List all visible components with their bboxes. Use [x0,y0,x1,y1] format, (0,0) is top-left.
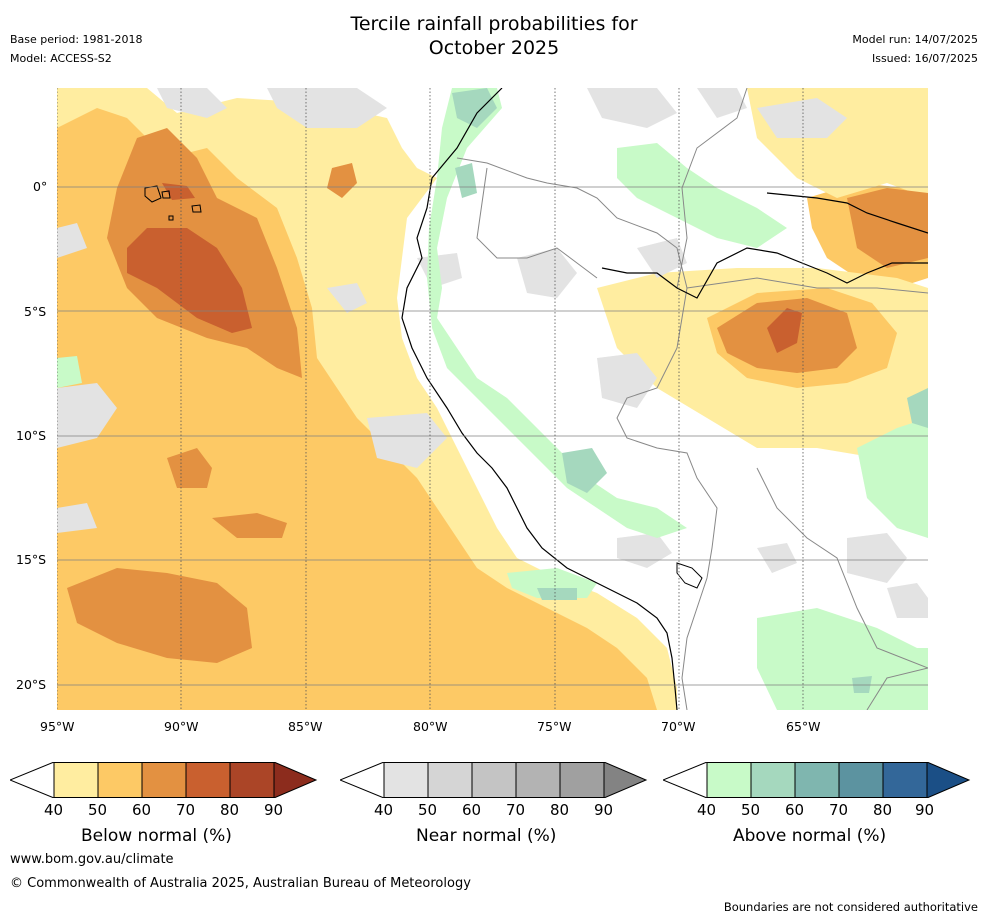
colorbar-near-tick-60: 60 [462,801,482,819]
colorbar-above-bin-40 [707,762,751,798]
lon-tick-95w: 95°W [40,719,75,734]
colorbar-near-bin-80 [560,762,604,798]
below-normal-60-blob-2 [212,513,287,538]
colorbar-above-normal [663,762,971,798]
lat-tick-20s: 20°S [16,677,47,692]
model-text: Model: ACCESS-S2 [10,52,112,65]
colorbar-near-bin-60 [472,762,516,798]
footer-copyright: © Commonwealth of Australia 2025, Austra… [10,876,471,891]
lake-titicaca [676,562,703,589]
base-period-text: Base period: 1981-2018 [10,33,143,46]
meta-left: Base period: 1981-2018 Model: ACCESS-S2 [10,30,142,68]
below-normal-60-region-south [67,568,252,663]
near-normal-patches [57,88,928,618]
amazon-river-north [766,192,928,234]
footer-url[interactable]: www.bom.gov.au/climate [10,852,174,867]
colorbar-above-max-arrow [926,762,971,798]
above-normal-50-blob-6 [852,676,872,693]
colorbar-below-tick-70: 70 [176,801,196,819]
below-normal-60-northeast [847,188,928,268]
colorbar-below-tick-80: 80 [220,801,240,819]
above-normal-40-coast-band [427,88,687,538]
galapagos-islands [144,185,202,221]
rainfall-probability-map [57,88,928,710]
above-normal-40-east [857,418,928,538]
map-title: Tercile rainfall probabilities for Octob… [0,12,988,60]
colorbar-above-tick-70: 70 [829,801,849,819]
title-line-2: October 2025 [428,37,560,59]
colorbar-below-normal [10,762,318,798]
lon-tick-80w: 80°W [413,719,448,734]
colorbar-above-label: Above normal (%) [733,826,887,846]
colorbar-below-bin-40 [54,762,98,798]
colorbar-near-bin-40 [384,762,428,798]
above-normal-40-small [57,356,82,388]
colorbar-below-bin-80 [230,762,274,798]
below-normal-70-region [127,228,252,333]
colorbar-above-tick-80: 80 [873,801,893,819]
colorbar-above-tick-40: 40 [697,801,717,819]
colorbar-below-tick-90: 90 [264,801,284,819]
colorbar-above-min-arrow [663,762,708,798]
colorbar-near-tick-90: 90 [594,801,614,819]
colorbar-above-bin-50 [751,762,795,798]
amazon-river [601,247,928,299]
colorbar-near-tick-70: 70 [506,801,526,819]
colorbar-below-bin-70 [186,762,230,798]
colorbar-below-tick-50: 50 [88,801,108,819]
colorbar-near-label: Near normal (%) [416,826,557,846]
lon-tick-85w: 85°W [288,719,323,734]
colorbar-below-bin-60 [142,762,186,798]
colorbar-below-tick-60: 60 [132,801,152,819]
colorbar-near-bin-50 [428,762,472,798]
colorbar-near-tick-40: 40 [374,801,394,819]
colorbar-above-tick-50: 50 [741,801,761,819]
lon-tick-70w: 70°W [661,719,696,734]
meridians [57,88,804,710]
above-normal-50-blob-1 [452,88,497,128]
meta-right: Model run: 14/07/2025 Issued: 16/07/2025 [852,30,978,68]
colorbar-near-max-arrow [603,762,648,798]
coastline-south-america [401,88,678,710]
issued-text: Issued: 16/07/2025 [871,52,978,65]
above-normal-50-blob-3 [562,448,607,493]
above-normal-50-blob-4 [537,588,577,600]
below-normal-70-east [767,308,802,353]
colorbar-below-max-arrow [273,762,318,798]
lon-tick-75w: 75°W [537,719,572,734]
colorbar-near-bin-70 [516,762,560,798]
title-line-1: Tercile rainfall probabilities for [350,13,638,35]
colorbar-below-bin-50 [98,762,142,798]
colorbar-near-tick-80: 80 [550,801,570,819]
colorbar-near-tick-50: 50 [418,801,438,819]
colorbar-below-label: Below normal (%) [81,826,232,846]
colorbar-above-bin-80 [883,762,927,798]
lat-tick-10s: 10°S [16,428,47,443]
colorbar-above-bin-70 [839,762,883,798]
colorbar-above-bin-60 [795,762,839,798]
lon-tick-65w: 65°W [786,719,821,734]
colorbar-below-tick-40: 40 [44,801,64,819]
model-run-text: Model run: 14/07/2025 [852,33,978,46]
below-normal-60-blob-1 [167,448,212,488]
above-normal-50-blob-2 [455,163,477,198]
above-normal-50-blob-5 [907,388,928,428]
colorbar-above-tick-90: 90 [915,801,935,819]
colorbar-near-normal [340,762,648,798]
above-normal-40-north [617,143,787,248]
footer-disclaimer: Boundaries are not considered authoritat… [723,900,978,914]
colorbar-below-min-arrow [10,762,55,798]
colorbar-above-tick-60: 60 [785,801,805,819]
lat-tick-15s: 15°S [16,552,47,567]
below-normal-60-blob-3 [327,163,357,198]
colorbar-near-min-arrow [340,762,385,798]
lat-tick-0: 0° [33,179,48,194]
lat-tick-5s: 5°S [24,304,47,319]
country-boundaries [456,88,928,710]
above-normal-40-southeast [757,608,928,710]
lon-tick-90w: 90°W [164,719,199,734]
gridlines [57,186,928,686]
